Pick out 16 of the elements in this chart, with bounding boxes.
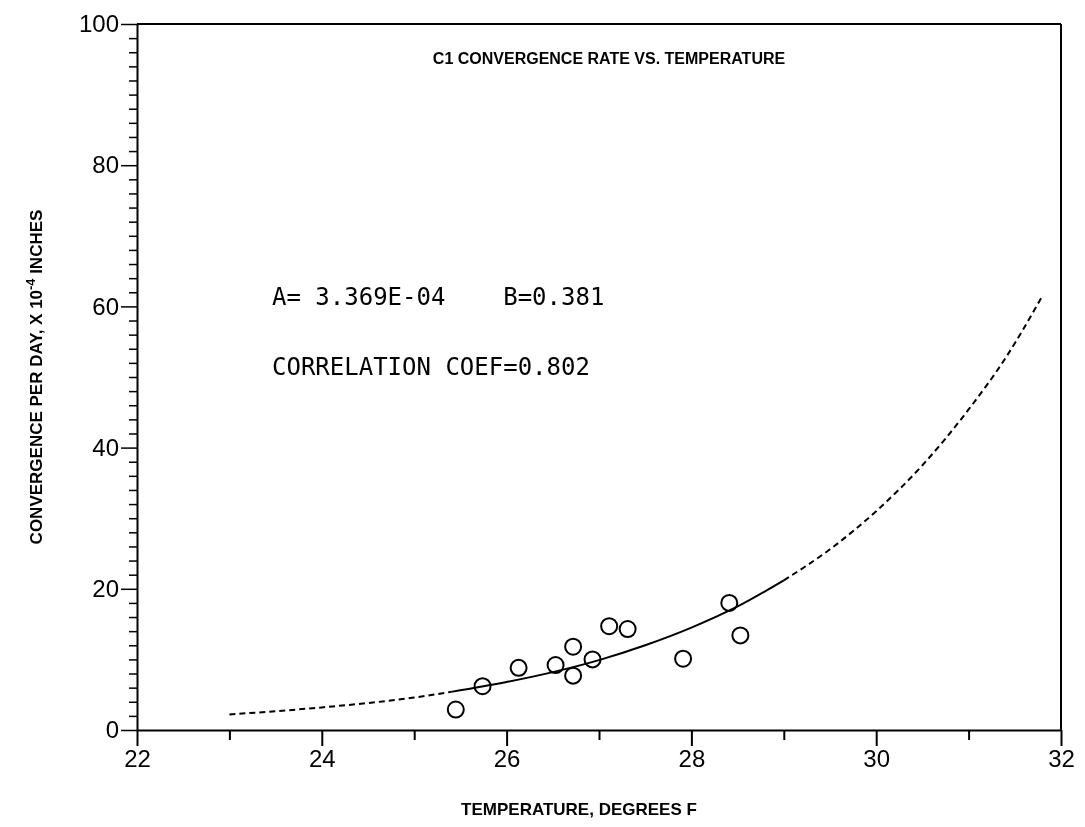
- x-axis-title: TEMPERATURE, DEGREES F: [461, 800, 697, 819]
- annotation: CORRELATION COEF=0.802: [272, 353, 590, 381]
- text: C1 CONVERGENCE RATE VS. TEMPERATURE: [432, 50, 786, 67]
- y-tick-label: 80: [92, 151, 119, 179]
- x-tick-label: 22: [124, 745, 151, 773]
- x-tick-label: 30: [863, 745, 891, 773]
- y-tick-label: 60: [92, 292, 119, 320]
- annotation: A= 3.369E-04 B=0.381: [272, 283, 605, 311]
- x-tick-label: 24: [308, 745, 336, 773]
- x-tick-label: 32: [1048, 745, 1075, 773]
- y-tick-label: 40: [92, 433, 119, 461]
- x-tick-label: 26: [493, 745, 521, 773]
- y-tick-label: 100: [78, 10, 119, 38]
- x-tick-label: 28: [678, 745, 706, 773]
- y-tick-label: 20: [92, 574, 119, 602]
- y-tick-label: 0: [105, 716, 119, 744]
